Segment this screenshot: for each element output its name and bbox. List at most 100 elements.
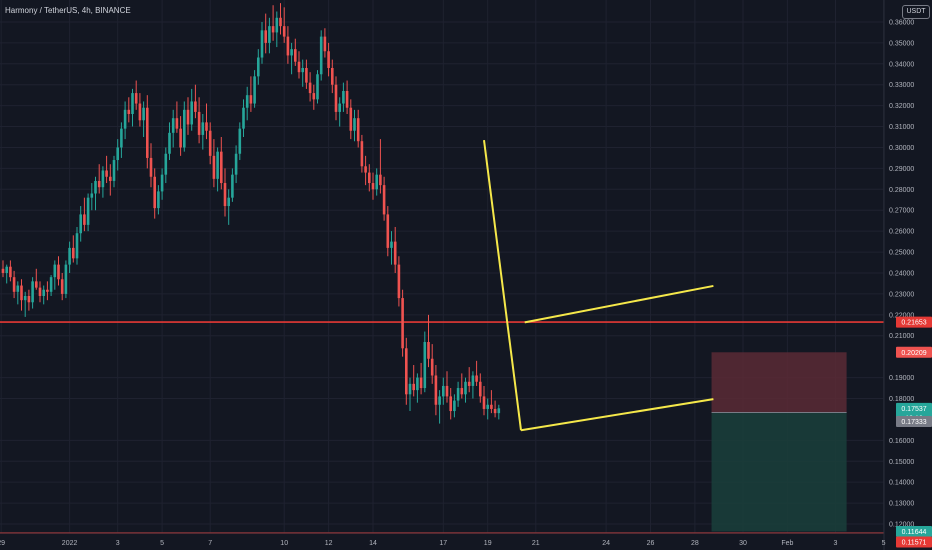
candle-body [497, 408, 501, 414]
time-tick-label: 3 [834, 540, 838, 547]
time-axis[interactable]: 29 2022 3 5 7 10 12 14 17 19 21 24 26 28 30 Feb 3 5 [0, 540, 886, 547]
trendline [524, 284, 714, 324]
candle-body [493, 408, 497, 414]
candle-body [72, 247, 75, 259]
price-tick-label: 0.27000 [889, 208, 914, 215]
candle-body [449, 396, 452, 412]
candle-body [134, 93, 138, 104]
candle-body [434, 375, 438, 405]
candle-body [57, 264, 60, 280]
candle-body [16, 285, 20, 292]
candle-body [105, 170, 108, 177]
candle-body [438, 396, 441, 405]
time-tick-label: 26 [647, 540, 655, 547]
candle-body [138, 103, 142, 121]
candle-body [345, 90, 349, 108]
symbol-title[interactable]: Harmony / TetherUS, 4h, BINANCE [5, 6, 131, 15]
candle-body [467, 381, 471, 386]
stop-price-label-bg [896, 346, 932, 358]
candle-body [120, 128, 123, 148]
entry-price-label: 0.17333 [901, 419, 926, 426]
position-zones [711, 352, 847, 532]
time-tick-label: 5 [882, 540, 886, 547]
candle-body [334, 84, 338, 112]
price-tick-label: 0.35000 [889, 40, 914, 47]
candle-body [175, 118, 179, 129]
candle-body [183, 109, 186, 148]
candle-body [382, 185, 386, 215]
candle-body [327, 51, 330, 68]
candle-body [427, 342, 430, 359]
trendlines[interactable] [483, 140, 714, 432]
candle-body [157, 191, 160, 209]
currency-button[interactable]: USDT [902, 5, 930, 19]
candle-body [257, 57, 260, 77]
candle-body [353, 118, 356, 131]
candle-body [101, 170, 105, 188]
target-price-label: 0.11644 [902, 529, 927, 536]
candle-body [27, 295, 31, 303]
candle-body [153, 176, 156, 209]
candle-body [220, 151, 223, 184]
candle-body [146, 107, 149, 158]
time-tick-label: 7 [208, 540, 212, 547]
stop-loss-zone [711, 352, 847, 413]
candle-body [405, 348, 408, 395]
time-tick-label: 12 [325, 540, 333, 547]
candle-body [419, 377, 423, 389]
candle-body [386, 214, 390, 248]
candle-body [253, 76, 256, 104]
candle-body [331, 67, 334, 85]
time-tick-label: 14 [369, 540, 377, 547]
candle-body [249, 95, 253, 104]
candle-body [186, 109, 190, 125]
candle-body [42, 289, 45, 296]
price-tick-label: 0.22000 [889, 312, 914, 319]
price-tick-label: 0.34000 [889, 61, 914, 68]
candle-body [379, 174, 382, 186]
time-tick-label: 24 [602, 540, 610, 547]
candle-body [205, 122, 208, 131]
candle-body [464, 381, 467, 395]
price-tick-label: 0.13000 [889, 501, 914, 508]
price-axis[interactable]: 0.36000 0.35000 0.34000 0.33000 0.32000 0.310… [889, 19, 914, 528]
candle-body [208, 130, 212, 156]
time-tick-label: 2022 [62, 540, 78, 547]
entry-price-label-bg [896, 415, 932, 427]
price-tick-label: 0.31000 [889, 124, 914, 131]
candle-body [231, 174, 234, 198]
candle-body [60, 279, 64, 294]
candle-body [1, 268, 5, 273]
price-tick-label: 0.19000 [889, 375, 914, 382]
candle-body [49, 277, 53, 292]
time-tick-label: Feb [781, 540, 793, 547]
candle-body [416, 377, 419, 391]
price-tick-label: 0.32000 [889, 103, 914, 110]
candle-body [20, 285, 23, 301]
candle-body [490, 404, 493, 409]
candle-body [127, 109, 131, 115]
price-tick-label: 0.25000 [889, 250, 914, 257]
time-tick-label: 21 [532, 540, 540, 547]
candle-body [368, 172, 371, 184]
candle-body [430, 358, 434, 376]
candle-body [479, 381, 482, 397]
candle-body [260, 30, 264, 58]
candle-body [94, 180, 97, 194]
trendline [483, 140, 522, 431]
candle-body [397, 264, 401, 299]
candle-body [197, 111, 201, 135]
price-tick-label: 0.24000 [889, 270, 914, 277]
candle-body [393, 241, 397, 265]
candle-body [371, 183, 375, 190]
price-tick-label: 0.33000 [889, 82, 914, 89]
candle-body [168, 132, 171, 154]
candle-body [68, 247, 71, 265]
candle-body [412, 383, 415, 391]
candle-body [305, 67, 308, 83]
candle-body [290, 49, 293, 56]
current-price-label: 0.17537 [901, 406, 926, 413]
candle-body [482, 396, 486, 409]
candle-body [12, 277, 16, 292]
